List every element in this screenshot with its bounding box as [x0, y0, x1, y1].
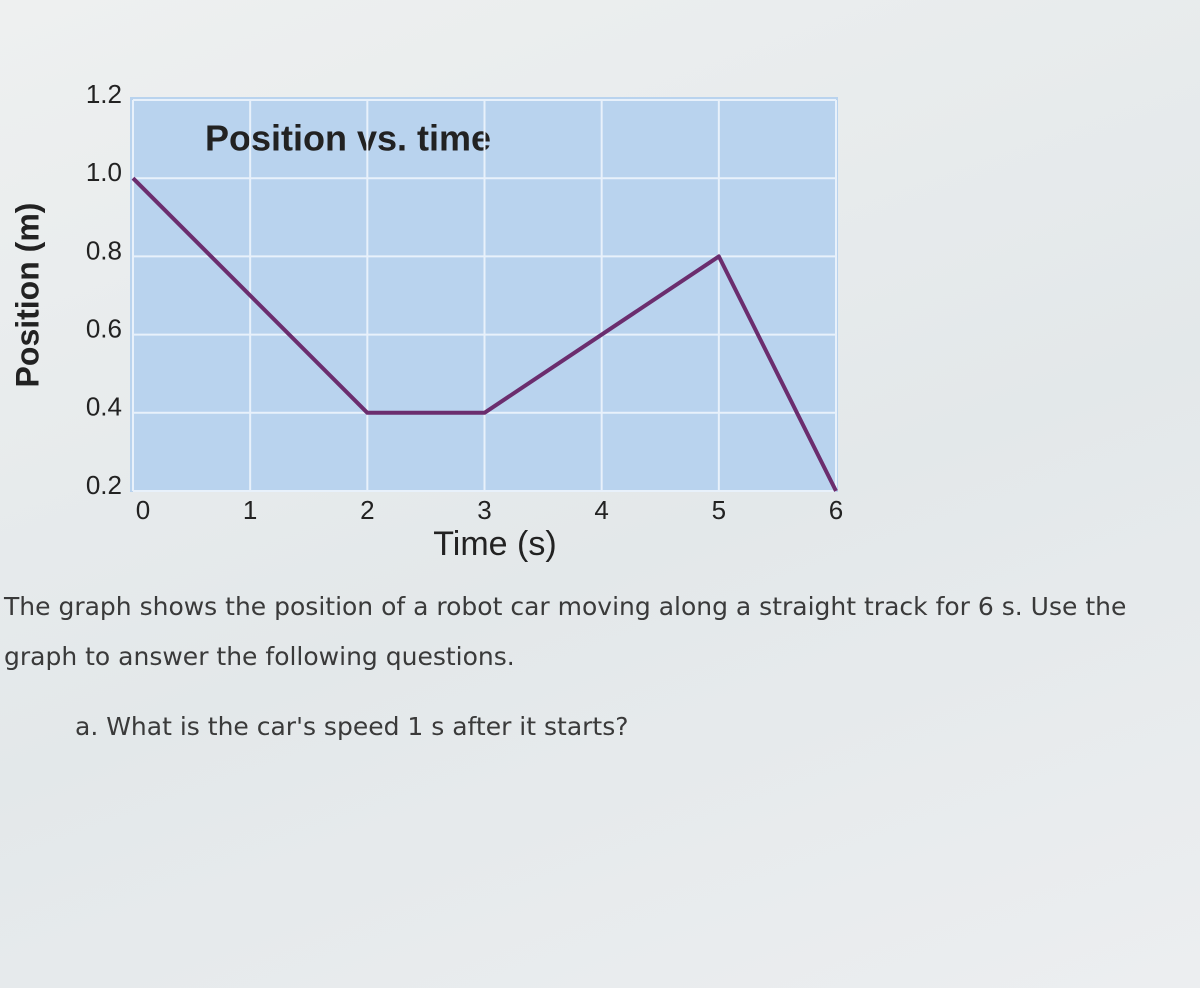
x-tick-label: 0 [136, 495, 150, 525]
data-line [131, 176, 838, 492]
x-tick-label: 6 [829, 495, 843, 525]
question: a. What is the car's speed 1 s after it … [75, 712, 629, 741]
x-tick-label: 3 [477, 495, 491, 525]
x-tick-label: 5 [712, 495, 726, 525]
y-tick-label: 0.6 [86, 313, 122, 343]
y-tick-label: 0.8 [86, 235, 122, 265]
x-axis-title: Time (s) [433, 525, 556, 563]
y-tick-label: 0.2 [86, 470, 122, 500]
paragraph: The graph shows the position of a robot … [4, 592, 1127, 671]
chart-title: Position vs. time [205, 118, 491, 159]
y-tick-label: 1.2 [86, 79, 122, 109]
x-tick-label: 2 [360, 495, 374, 525]
y-tick-label: 0.4 [86, 392, 122, 422]
x-tick-label: 4 [594, 495, 608, 525]
chart: Position vs. time Time (s) Position (m) … [9, 79, 843, 563]
y-tick-label: 1.0 [86, 157, 122, 187]
x-tick-label: 1 [243, 495, 257, 525]
y-axis-title: Position (m) [9, 203, 45, 388]
